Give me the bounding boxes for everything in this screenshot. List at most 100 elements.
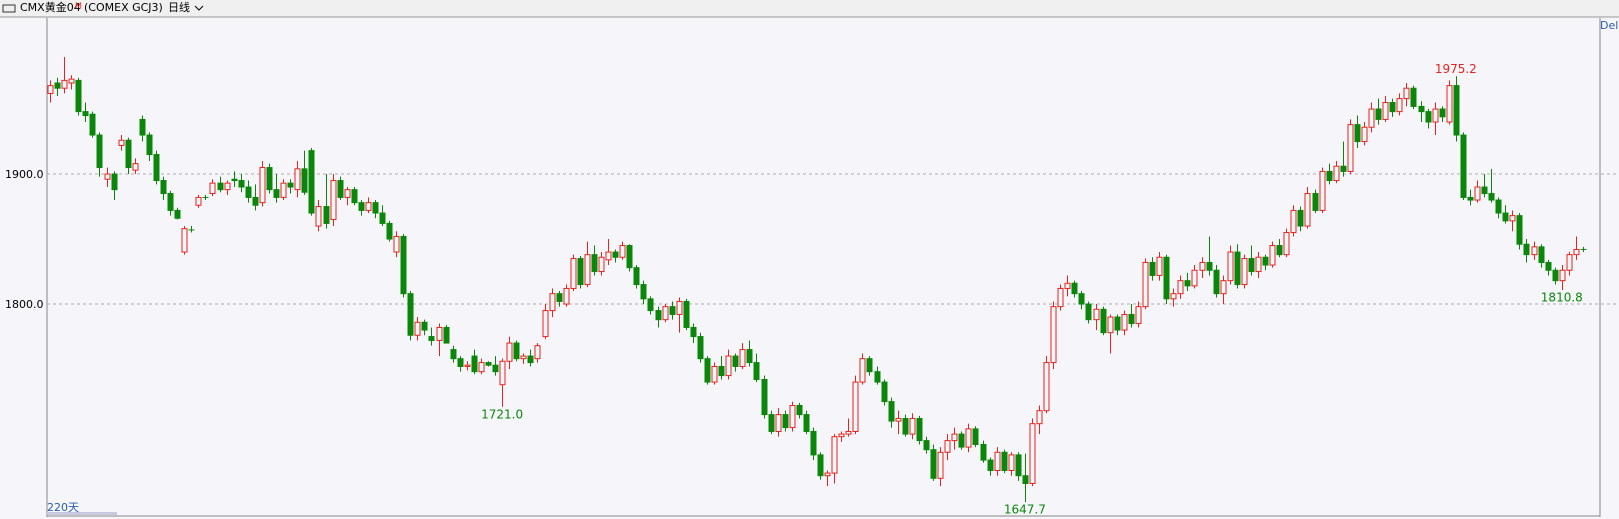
candle-body bbox=[1078, 293, 1085, 305]
candle-body bbox=[1001, 451, 1008, 471]
badge: M bbox=[75, 2, 82, 11]
candle-body bbox=[994, 451, 1001, 471]
candle-body bbox=[485, 362, 492, 366]
candle-body bbox=[1142, 261, 1149, 308]
candle-body bbox=[1460, 134, 1467, 198]
candle-body bbox=[1234, 251, 1241, 286]
candle-body bbox=[739, 349, 746, 367]
candle-body bbox=[1008, 454, 1015, 471]
extreme-label: 1721.0 bbox=[481, 407, 523, 421]
candle-body bbox=[372, 202, 379, 214]
candle-body bbox=[1213, 269, 1220, 295]
candle-body bbox=[245, 186, 252, 198]
candle-body bbox=[1418, 105, 1425, 113]
candle-body bbox=[104, 173, 111, 180]
candle-body bbox=[209, 182, 216, 195]
candle-body bbox=[775, 414, 782, 432]
candle-body bbox=[1361, 126, 1368, 143]
candle-body bbox=[330, 180, 337, 221]
candle-body bbox=[273, 189, 280, 198]
candle-body bbox=[478, 362, 485, 373]
candle-body bbox=[796, 404, 803, 416]
candle-body bbox=[443, 326, 450, 344]
menu-icon[interactable] bbox=[2, 4, 16, 13]
candle-body bbox=[944, 440, 951, 453]
candle-body bbox=[1036, 410, 1043, 425]
candle-body bbox=[1093, 308, 1100, 321]
candle-body bbox=[1206, 261, 1213, 271]
candle-body bbox=[1382, 102, 1389, 120]
candle-body bbox=[118, 139, 125, 146]
candle-body bbox=[746, 349, 753, 364]
candle-body bbox=[838, 433, 845, 438]
candle-body bbox=[1389, 102, 1396, 113]
candle-body bbox=[1156, 256, 1163, 276]
candle-body bbox=[824, 472, 831, 477]
candle-body bbox=[1425, 111, 1432, 123]
candle-body bbox=[280, 182, 287, 198]
candle-body bbox=[238, 180, 245, 188]
candle-body bbox=[1573, 248, 1580, 256]
candle-body bbox=[987, 459, 994, 471]
candle-body bbox=[1516, 215, 1523, 245]
candle-body bbox=[96, 134, 103, 169]
extreme-label: 1975.2 bbox=[1435, 62, 1477, 76]
dropdown-arrow[interactable] bbox=[194, 5, 204, 11]
candle-body bbox=[789, 404, 796, 429]
candle-body bbox=[937, 451, 944, 479]
candle-body bbox=[414, 321, 421, 336]
candle-body bbox=[683, 300, 690, 328]
candle-body bbox=[690, 326, 697, 338]
candle-body bbox=[1255, 256, 1262, 273]
candle-body bbox=[803, 414, 810, 432]
candle-body bbox=[1354, 124, 1361, 143]
candle-body bbox=[1545, 261, 1552, 271]
candle-body bbox=[605, 251, 612, 261]
candle-body bbox=[1523, 243, 1530, 256]
candle-body bbox=[181, 228, 188, 253]
candle-body bbox=[457, 358, 464, 367]
candle-body bbox=[1191, 269, 1198, 287]
candle-body bbox=[252, 196, 259, 206]
candle-body bbox=[111, 173, 118, 191]
candle-body bbox=[358, 202, 365, 211]
candle-body bbox=[640, 284, 647, 300]
del-button[interactable]: Del bbox=[1600, 19, 1618, 32]
candle-body bbox=[930, 449, 937, 479]
candle-body bbox=[1114, 316, 1121, 331]
candle-body bbox=[965, 428, 972, 448]
candle-body bbox=[888, 401, 895, 422]
candle-body bbox=[549, 293, 556, 312]
candle-body bbox=[1297, 209, 1304, 227]
y-tick-label: 1900.0 bbox=[5, 168, 44, 181]
candle-body bbox=[61, 79, 68, 89]
candle-body bbox=[195, 196, 202, 206]
code: (COMEX GCJ3) bbox=[84, 1, 163, 14]
candle-body bbox=[697, 336, 704, 360]
candle-body bbox=[1135, 306, 1142, 325]
candle-body bbox=[259, 167, 266, 204]
y-tick-label: 1800.0 bbox=[5, 298, 44, 311]
candle-body bbox=[1128, 313, 1135, 325]
period[interactable]: 日线 bbox=[168, 0, 190, 14]
candle-body bbox=[1333, 165, 1340, 182]
candle-body bbox=[407, 293, 414, 336]
candle-body bbox=[725, 355, 732, 377]
candle-body bbox=[598, 256, 605, 273]
candle-body bbox=[1043, 362, 1050, 412]
candle-body bbox=[1467, 196, 1474, 201]
candle-body bbox=[174, 209, 181, 219]
candle-body bbox=[1121, 313, 1128, 331]
top-bar bbox=[0, 0, 1619, 17]
candle-body bbox=[923, 440, 930, 451]
candle-body bbox=[1495, 199, 1502, 214]
range-label: 220天 bbox=[47, 501, 79, 514]
candle-body bbox=[859, 358, 866, 383]
candle-body bbox=[1276, 245, 1283, 256]
candle-body bbox=[1064, 282, 1071, 289]
candle-body bbox=[711, 365, 718, 383]
candle-body bbox=[365, 202, 372, 211]
scroll-bar[interactable] bbox=[47, 512, 117, 515]
candle-body bbox=[556, 293, 563, 302]
